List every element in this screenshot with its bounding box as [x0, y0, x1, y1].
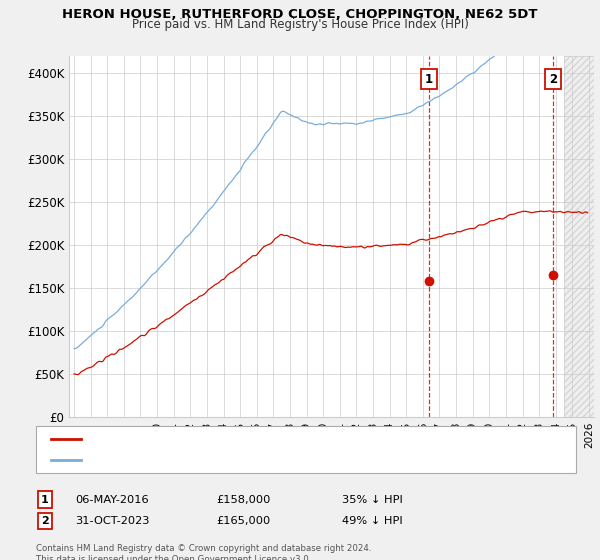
Text: 35% ↓ HPI: 35% ↓ HPI [342, 494, 403, 505]
Text: 1: 1 [425, 73, 433, 86]
Text: HERON HOUSE, RUTHERFORD CLOSE, CHOPPINGTON, NE62 5DT (detached house): HERON HOUSE, RUTHERFORD CLOSE, CHOPPINGT… [87, 434, 498, 444]
Bar [564, 56, 594, 417]
Text: £158,000: £158,000 [216, 494, 271, 505]
Text: 2: 2 [41, 516, 49, 526]
Text: 31-OCT-2023: 31-OCT-2023 [75, 516, 149, 526]
Text: 06-MAY-2016: 06-MAY-2016 [75, 494, 149, 505]
Text: 1: 1 [41, 494, 49, 505]
Text: Price paid vs. HM Land Registry's House Price Index (HPI): Price paid vs. HM Land Registry's House … [131, 18, 469, 31]
Text: HERON HOUSE, RUTHERFORD CLOSE, CHOPPINGTON, NE62 5DT: HERON HOUSE, RUTHERFORD CLOSE, CHOPPINGT… [62, 8, 538, 21]
Text: £165,000: £165,000 [216, 516, 270, 526]
Text: 2: 2 [549, 73, 557, 86]
Text: Contains HM Land Registry data © Crown copyright and database right 2024.
This d: Contains HM Land Registry data © Crown c… [36, 544, 371, 560]
Text: 49% ↓ HPI: 49% ↓ HPI [342, 516, 403, 526]
Bar [564, 56, 594, 417]
Text: HPI: Average price, detached house, Northumberland: HPI: Average price, detached house, Nort… [87, 455, 353, 465]
